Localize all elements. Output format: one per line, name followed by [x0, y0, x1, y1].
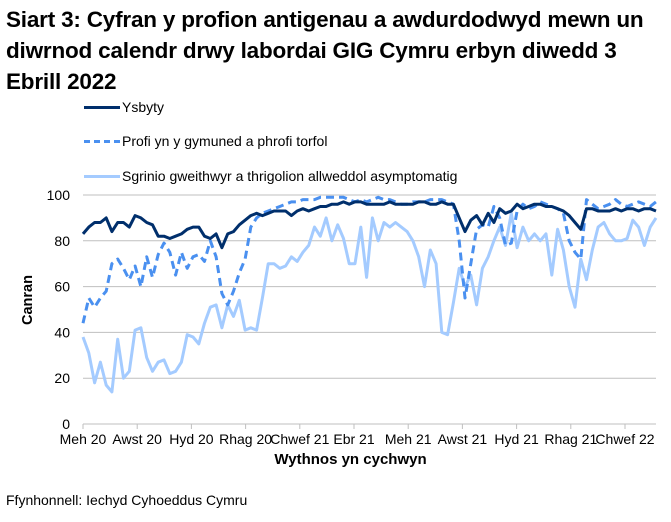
legend-item-community: Profi yn y gymuned a phrofi torfol: [84, 131, 327, 151]
legend-label: Profi yn y gymuned a phrofi torfol: [122, 133, 328, 149]
legend-item-hospital: Ysbyty: [84, 97, 164, 117]
y-tick-label: 100: [47, 187, 71, 203]
legend-label: Ysbyty: [122, 99, 165, 115]
legend-label: Sgrinio gweithwyr a thrigolion allweddol…: [122, 168, 458, 184]
x-tick-label: Hyd 21: [494, 431, 539, 447]
chart-title: Siart 3: Cyfran y profion antigenau a aw…: [6, 7, 644, 94]
x-tick-label: Meh 21: [385, 431, 432, 447]
y-tick-label: 40: [54, 324, 70, 340]
x-tick-label: Hyd 20: [169, 431, 214, 447]
series-line: [81, 211, 658, 394]
x-tick-label: Chwef 22: [595, 431, 654, 447]
x-tick-label: Awst 20: [112, 431, 162, 447]
y-axis-label: Canran: [20, 275, 36, 325]
y-tick-label: 20: [54, 370, 70, 386]
source-note: Ffynhonnell: Iechyd Cyhoeddus Cymru: [6, 492, 248, 508]
x-tick-label: Ebr 21: [333, 431, 374, 447]
y-tick-label: 0: [62, 416, 70, 432]
legend-item-asymptomatic: Sgrinio gweithwyr a thrigolion allweddol…: [84, 166, 457, 186]
x-tick-label: Chwef 21: [270, 431, 329, 447]
legend-line-dashed-icon: [84, 139, 120, 143]
x-tick-label: Rhag 21: [544, 431, 597, 447]
x-tick-label: Awst 21: [438, 431, 488, 447]
x-tick-label: Meh 20: [60, 431, 107, 447]
x-tick-label: Rhag 20: [219, 431, 272, 447]
y-tick-label: 60: [54, 279, 70, 295]
series-line: [81, 200, 657, 250]
y-tick-label: 80: [54, 233, 70, 249]
series-line: [81, 195, 657, 324]
legend-line-solid-light-icon: [84, 174, 120, 178]
x-axis-label: Wythnos yn cychwyn: [274, 451, 427, 468]
legend-line-solid-dark-icon: [84, 105, 120, 109]
